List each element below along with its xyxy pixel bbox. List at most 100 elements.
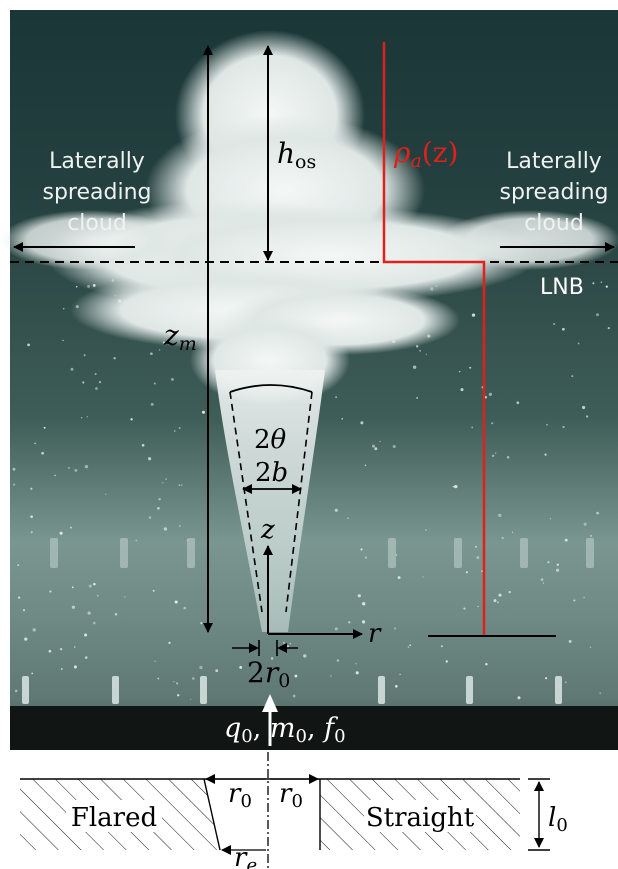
particle (178, 484, 181, 487)
particle (30, 515, 33, 519)
particle (153, 382, 156, 385)
particle (394, 684, 398, 688)
particle (83, 354, 86, 357)
particle (596, 511, 599, 515)
theta-arc (229, 384, 313, 393)
particle (73, 665, 77, 669)
particle (150, 352, 153, 356)
particle (564, 538, 568, 542)
particle (360, 548, 363, 551)
particle (141, 443, 145, 447)
particle (87, 611, 91, 615)
particle (605, 285, 608, 288)
particle (41, 451, 44, 455)
particle (54, 474, 56, 477)
density-label: ρa(z) (393, 136, 458, 172)
particle (516, 401, 520, 405)
particle (562, 327, 565, 331)
r0-right-label: r0 (279, 779, 303, 812)
particle (471, 313, 476, 317)
particle (397, 576, 401, 580)
particle (362, 602, 366, 606)
particle (84, 633, 88, 637)
particle (471, 426, 474, 429)
particle (148, 516, 152, 519)
particle (544, 453, 547, 456)
particle (303, 654, 307, 658)
particle (174, 430, 176, 432)
particle (452, 485, 455, 488)
particle (493, 599, 497, 603)
particle (75, 285, 78, 288)
r0-label: 2r0 (247, 656, 290, 692)
particle (148, 457, 152, 461)
particle (96, 594, 99, 597)
particle (43, 426, 46, 429)
particle (177, 694, 180, 697)
particle (154, 660, 156, 662)
particle (69, 526, 72, 529)
particle (71, 586, 74, 589)
tank-floor-band (10, 706, 618, 750)
particle (152, 589, 155, 592)
particle (355, 663, 357, 665)
particle (371, 444, 376, 448)
particle (190, 698, 192, 701)
particle (542, 582, 545, 584)
particle (30, 531, 33, 534)
particle (294, 674, 298, 678)
left-cloud-label-line1: Laterally (49, 149, 145, 174)
particle (497, 601, 499, 604)
b-label: 2b (255, 458, 288, 488)
particle (416, 397, 418, 399)
particle (568, 639, 572, 643)
particle (335, 396, 338, 399)
particle (183, 606, 187, 610)
particle (27, 343, 30, 347)
particle (556, 563, 559, 566)
particle (583, 596, 585, 599)
particle (49, 590, 52, 593)
particle (394, 627, 397, 630)
particle (170, 377, 174, 381)
particle (200, 621, 203, 625)
left-cloud-label: Laterally spreading cloud (43, 149, 152, 236)
particle (98, 380, 102, 384)
particle (179, 525, 181, 527)
particle (86, 416, 88, 418)
r-axis-label: r (368, 619, 382, 649)
particle (94, 372, 97, 376)
particle (600, 281, 603, 283)
particle (62, 307, 65, 310)
particle (360, 421, 364, 425)
l0-label: l0 (548, 803, 568, 836)
particle (506, 456, 510, 459)
particle (469, 366, 472, 369)
particle (336, 659, 340, 662)
particle (34, 442, 36, 445)
hos-label: hos (277, 137, 316, 173)
particle (425, 353, 427, 355)
particle (355, 671, 359, 675)
particle (465, 571, 468, 574)
particle (173, 681, 175, 683)
particle (460, 388, 464, 392)
particle (192, 677, 195, 680)
peg-row-upper (50, 538, 594, 568)
re-label: re (234, 843, 257, 869)
particle (157, 677, 160, 680)
r0-left-label: r0 (228, 779, 252, 812)
zm-label: zm (163, 319, 197, 355)
lnb-label: LNB (540, 275, 584, 300)
particle (582, 405, 586, 410)
particle (481, 570, 483, 572)
particle (392, 444, 396, 449)
particle (475, 545, 477, 548)
particle (562, 425, 565, 429)
particle (422, 576, 424, 578)
particle (547, 561, 550, 564)
particle (407, 646, 410, 648)
particle (124, 596, 126, 598)
particle (113, 357, 116, 360)
particle (485, 663, 488, 666)
